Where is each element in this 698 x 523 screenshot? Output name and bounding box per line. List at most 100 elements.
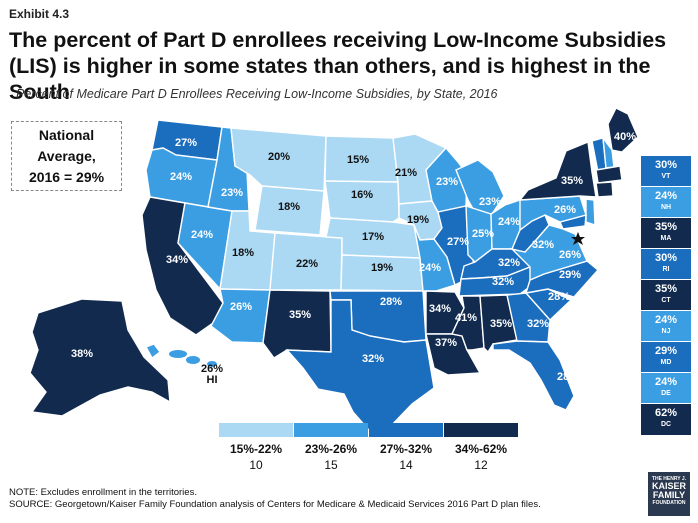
sidebar-abbr-ct: CT [661, 297, 671, 304]
legend-swatch-1 [219, 423, 293, 437]
state-shape-nm [262, 289, 332, 359]
source-text: SOURCE: Georgetown/Kaiser Family Foundat… [9, 499, 541, 510]
state-shape-hi [144, 343, 161, 360]
sidebar-value-vt: 30% [654, 159, 678, 171]
state-shape-mi [455, 159, 505, 217]
sidebar-abbr-ma: MA [660, 235, 672, 242]
state-value-la: 37% [435, 337, 457, 349]
state-shape-ny [518, 141, 597, 201]
state-value-az: 26% [230, 301, 252, 313]
state-value-nc: 29% [559, 269, 581, 281]
national-average-line2: Average, [37, 148, 96, 164]
state-value-mn: 21% [395, 167, 417, 179]
state-value-oh: 24% [498, 216, 520, 228]
state-value-wv: 32% [532, 239, 554, 251]
sidebar-value-nh: 24% [654, 190, 678, 202]
state-value-tx: 32% [362, 353, 384, 365]
state-shape-fl [492, 340, 575, 411]
sidebar-state-de: 24% DE [640, 372, 692, 405]
national-average-line1: National [38, 127, 95, 143]
state-value-ak: 38% [71, 348, 93, 360]
state-value-mt: 20% [268, 151, 290, 163]
state-value-pa: 26% [554, 204, 576, 216]
state-value-ky: 32% [498, 257, 520, 269]
state-value-ms: 41% [455, 312, 477, 324]
state-value-ut: 18% [232, 247, 254, 259]
state-value-ny: 35% [561, 175, 583, 187]
state-value-in: 25% [472, 228, 494, 240]
state-value-hi: 26% [201, 363, 223, 375]
state-value-co: 22% [296, 258, 318, 270]
sidebar-value-dc: 62% [654, 407, 678, 419]
sidebar-state-nj: 24% NJ [640, 310, 692, 343]
sidebar-abbr-de: DE [661, 390, 671, 397]
sidebar-state-dc: 62% DC [640, 403, 692, 436]
state-shape-nj [585, 198, 596, 226]
legend-count-1: 10 [249, 458, 263, 472]
legend-range-2: 23%-26% [304, 442, 358, 456]
state-value-me: 40% [614, 131, 636, 143]
sidebar-value-ri: 30% [654, 252, 678, 264]
state-value-ca: 34% [166, 254, 188, 266]
kff-logo: THE HENRY J. KAISER FAMILY FOUNDATION [648, 472, 690, 516]
state-value-or: 24% [170, 171, 192, 183]
sidebar-abbr-dc: DC [660, 421, 672, 428]
national-average-box: National Average, 2016 = 29% [11, 121, 122, 191]
state-shape-me [607, 107, 639, 153]
state-shape-hi-island-2 [186, 356, 200, 364]
state-value-id: 23% [221, 187, 243, 199]
state-value-nv: 24% [191, 229, 213, 241]
footnotes: NOTE: Excludes enrollment in the territo… [9, 487, 541, 511]
sidebar-state-md: 29% MD [640, 341, 692, 374]
legend-count-4: 12 [474, 458, 488, 472]
state-value-ia: 19% [407, 214, 429, 226]
sidebar-value-ma: 35% [654, 221, 678, 233]
sidebar-abbr-ri: RI [662, 266, 670, 273]
state-value-wy: 18% [278, 201, 300, 213]
sidebar-state-ct: 35% CT [640, 279, 692, 312]
sidebar-state-ma: 35% MA [640, 217, 692, 250]
state-abbr-hi: HI [207, 374, 218, 386]
legend-swatch-2 [294, 423, 368, 437]
sidebar-abbr-nj: NJ [661, 328, 671, 335]
state-value-sc: 28% [548, 291, 570, 303]
note-text: NOTE: Excludes enrollment in the territo… [9, 487, 197, 498]
state-value-ar: 34% [429, 303, 451, 315]
logo-line4: FOUNDATION [652, 500, 686, 506]
state-value-ga: 32% [527, 318, 549, 330]
state-value-ks: 19% [371, 262, 393, 274]
state-shape-sd [324, 180, 400, 223]
state-value-ne: 17% [362, 231, 384, 243]
sidebar-value-nj: 24% [654, 314, 678, 326]
legend-swatch-3 [369, 423, 443, 437]
sidebar-abbr-vt: VT [661, 173, 671, 180]
state-shape-hi-island-3 [207, 361, 217, 367]
logo-line1: THE HENRY J. [651, 476, 687, 482]
sidebar-value-de: 24% [654, 376, 678, 388]
exhibit-label: Exhibit 4.3 [9, 7, 70, 21]
state-value-wa: 27% [175, 137, 197, 149]
state-shape-ma [595, 165, 623, 184]
state-value-ok: 28% [380, 296, 402, 308]
legend-count-2: 15 [324, 458, 338, 472]
sidebar-abbr-md: MD [660, 359, 672, 366]
state-value-nm: 35% [289, 309, 311, 321]
state-shape-ak [29, 298, 171, 417]
sidebar-state-vt: 30% VT [640, 155, 692, 188]
legend-range-1: 15%-22% [229, 442, 283, 456]
legend-range-4: 34%-62% [454, 442, 508, 456]
logo-line2: KAISER [651, 481, 686, 491]
national-average-line3: 2016 = 29% [28, 169, 105, 185]
state-value-va: 26% [559, 249, 581, 261]
state-value-mo: 24% [419, 262, 441, 274]
state-value-sd: 16% [351, 189, 373, 201]
sidebar-abbr-nh: NH [660, 204, 672, 211]
state-value-wi: 23% [436, 176, 458, 188]
state-value-tn: 32% [492, 276, 514, 288]
chart-subtitle: Percent of Medicare Part D Enrollees Rec… [16, 87, 498, 101]
state-shape-ct [595, 181, 614, 198]
state-value-il: 27% [447, 236, 469, 248]
sidebar-state-ri: 30% RI [640, 248, 692, 281]
legend-count-3: 14 [399, 458, 413, 472]
